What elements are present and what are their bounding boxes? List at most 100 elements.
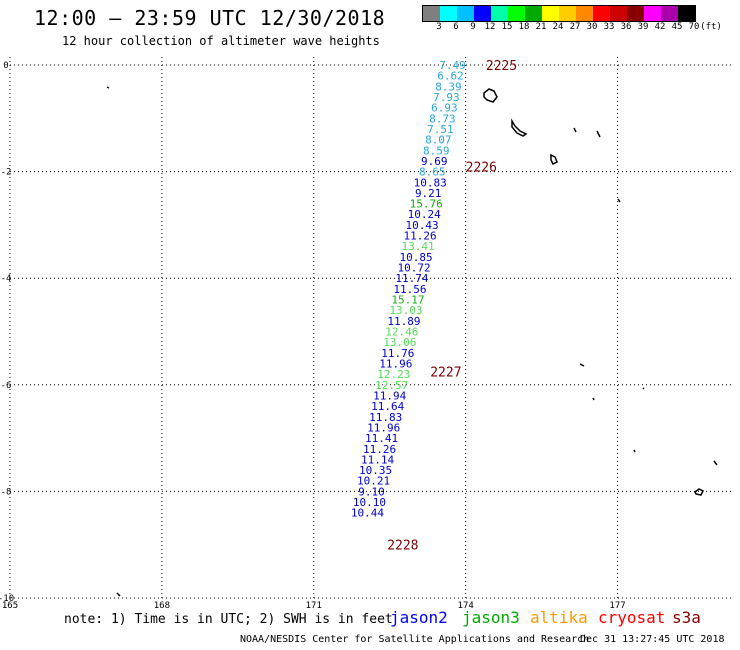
wave-height-value: 10.85 (399, 251, 432, 264)
wave-height-value: 13.41 (402, 240, 435, 253)
satellite-jason3: jason3 (462, 608, 520, 627)
legend-label: 9 (470, 22, 476, 32)
wave-height-value: 8.59 (423, 144, 450, 157)
map-subtitle: 12 hour collection of altimeter wave hei… (62, 34, 380, 48)
legend-label: 18 (518, 22, 530, 32)
wave-height-value: 11.64 (371, 400, 404, 413)
lon-tick-label: 177 (609, 601, 625, 611)
island (642, 387, 645, 390)
legend-label: 24 (552, 22, 564, 32)
legend-label: 70 (688, 22, 700, 32)
generated-timestamp: Dec 31 13:27:45 UTC 2018 (580, 634, 725, 645)
wave-height-value: 8.39 (435, 80, 462, 93)
lon-tick-label: 171 (306, 601, 322, 611)
wave-height-value: 7.51 (427, 123, 454, 136)
wave-height-value: 10.43 (406, 219, 439, 232)
legend-label: 42 (654, 22, 666, 32)
wave-height-value: 11.56 (393, 283, 426, 296)
legend-label: 33 (603, 22, 615, 32)
legend-swatch (491, 6, 508, 21)
lat-tick-label: -6 (1, 381, 12, 391)
wave-height-value: 15.76 (410, 198, 443, 211)
wave-height-value: 11.94 (373, 389, 406, 402)
legend-swatch (508, 6, 525, 21)
wave-height-value: 8.65 (419, 166, 446, 179)
island (617, 198, 621, 203)
legend-swatch (661, 6, 678, 21)
legend-label: (ft) (700, 22, 722, 32)
wave-height-value: 7.49 (439, 59, 466, 72)
legend-label: 3 (436, 22, 442, 32)
wave-height-value: 8.07 (425, 134, 452, 147)
wave-height-value: 10.24 (408, 208, 441, 221)
legend-swatch (610, 6, 627, 21)
island (511, 118, 528, 137)
wave-height-value: 7.93 (433, 91, 460, 104)
wave-height-value: 11.83 (369, 411, 402, 424)
legend-swatch (678, 6, 695, 21)
wave-height-value: 11.76 (381, 347, 414, 360)
wave-height-value: 10.83 (414, 176, 447, 189)
lat-tick-label: -10 (0, 594, 14, 604)
legend-swatch (542, 6, 559, 21)
wave-height-value: 6.62 (437, 70, 464, 83)
wave-height-value: 8.73 (429, 112, 456, 125)
wave-height-value: 11.26 (404, 230, 437, 243)
credit-text: NOAA/NESDIS Center for Satellite Applica… (240, 634, 590, 645)
legend-label: 39 (637, 22, 649, 32)
legend-swatch (644, 6, 661, 21)
footer-note: note: 1) Time is in UTC; 2) SWH is in fe… (64, 612, 393, 627)
legend-label: 27 (569, 22, 581, 32)
island (579, 363, 585, 367)
wave-height-value: 11.14 (361, 453, 394, 466)
island (713, 460, 718, 466)
wave-height-value: 12.57 (375, 379, 408, 392)
orbit-labels: 2225 2226 2227 2228 (387, 59, 517, 554)
orbit-number-label: 2226 (466, 160, 497, 175)
wave-height-points: 7.496.628.397.936.938.737.518.078.599.69… (351, 59, 466, 520)
wave-height-value: 11.74 (395, 272, 428, 285)
island (573, 127, 577, 133)
orbit-number-label: 2228 (387, 539, 418, 554)
orbit-number-label: 2227 (430, 365, 461, 380)
legend-label: 21 (535, 22, 547, 32)
wave-height-value: 9.21 (415, 187, 442, 200)
legend-swatch (440, 6, 457, 21)
island (633, 449, 636, 453)
island (694, 488, 705, 496)
island (483, 88, 498, 103)
lon-tick-label: 168 (154, 601, 170, 611)
wave-height-value: 11.96 (379, 357, 412, 370)
legend-swatch (457, 6, 474, 21)
lat-tick-label: -4 (1, 274, 12, 284)
legend-label: 12 (484, 22, 496, 32)
wave-height-value: 10.72 (397, 262, 430, 275)
wave-height-value: 10.10 (353, 496, 386, 509)
legend-swatch (423, 6, 440, 21)
satellite-s3a: s3a (672, 608, 701, 627)
wave-height-value: 10.21 (357, 475, 390, 488)
color-scale-labels: 3 6 9 12 15 18 21 24 27 30 33 36 39 42 45 70 (ft) (422, 22, 740, 34)
wave-height-value: 13.03 (389, 304, 422, 317)
island (596, 130, 601, 138)
island-outlines (106, 86, 718, 597)
wave-height-value: 9.69 (421, 155, 448, 168)
legend-label: 45 (671, 22, 683, 32)
lat-tick-label: -2 (1, 168, 12, 178)
color-scale-legend (422, 5, 696, 22)
wave-height-value: 6.93 (431, 102, 458, 115)
lon-tick-label: 174 (458, 601, 474, 611)
legend-label: 30 (586, 22, 598, 32)
island (592, 397, 595, 401)
wave-height-value: 11.96 (367, 421, 400, 434)
island (116, 592, 121, 597)
satellite-altika: altika (530, 608, 588, 627)
wave-height-value: 10.44 (351, 507, 384, 520)
legend-swatch (576, 6, 593, 21)
island (106, 86, 110, 89)
lon-tick-label: 165 (2, 601, 18, 611)
legend-swatch (525, 6, 542, 21)
legend-swatch (627, 6, 644, 21)
legend-swatch (474, 6, 491, 21)
